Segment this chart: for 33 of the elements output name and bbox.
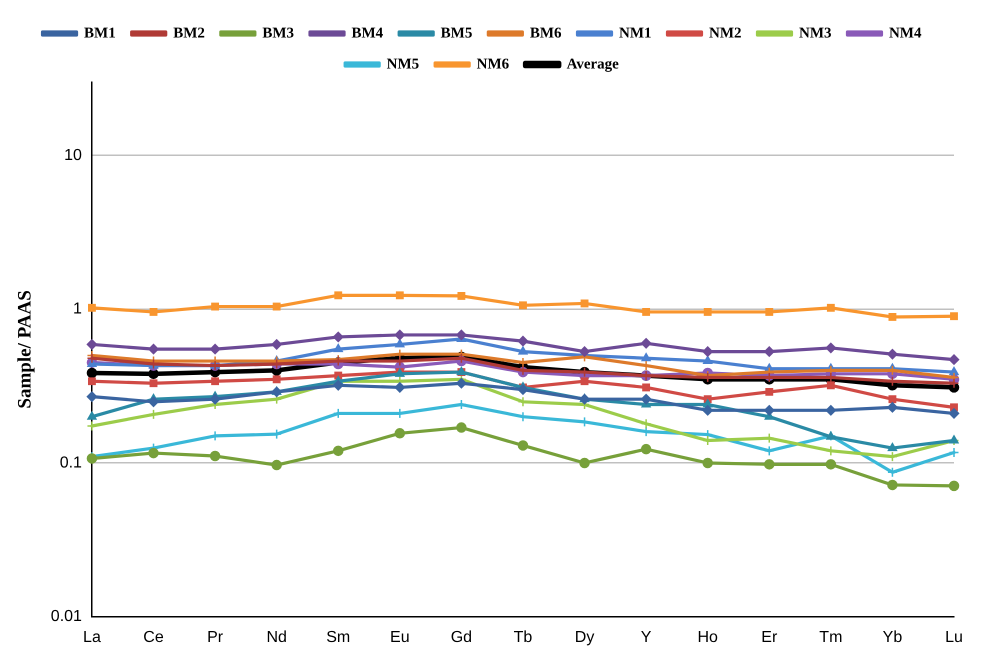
legend-label: Average: [566, 56, 620, 72]
x-tick-label: Lu: [945, 628, 963, 646]
y-axis-title: Sample/ PAAS: [14, 290, 36, 409]
legend-label: BM5: [440, 25, 472, 42]
x-tick-label: Ce: [143, 628, 164, 646]
x-tick-label: Tm: [819, 628, 842, 646]
x-tick-label: Yb: [882, 628, 902, 646]
y-tick-label: 1: [73, 300, 82, 318]
legend-label: BM6: [530, 25, 562, 42]
legend-label: BM1: [84, 25, 116, 42]
x-tick-label: Ho: [697, 628, 718, 646]
x-tick-label: Eu: [390, 628, 410, 646]
legend-label: NM1: [619, 25, 652, 42]
x-tick-label: Sm: [326, 628, 350, 646]
x-tick-label: Y: [640, 628, 652, 646]
x-tick-label: La: [83, 628, 101, 646]
x-tick-label: Nd: [266, 628, 287, 646]
legend-label: NM2: [709, 25, 742, 42]
legend-label: BM2: [173, 25, 205, 42]
legend-label: BM3: [262, 25, 294, 42]
x-tick-label: Gd: [450, 628, 472, 646]
x-tick-label: Er: [761, 628, 778, 646]
legend-label: NM3: [798, 25, 832, 42]
legend-label: NM6: [476, 56, 510, 72]
x-tick-label: Dy: [574, 628, 594, 646]
y-tick-label: 0.01: [50, 608, 82, 626]
legend-label: BM4: [352, 25, 384, 42]
legend-label: NM4: [888, 25, 922, 42]
x-tick-label: Tb: [514, 628, 532, 646]
y-tick-label: 0.1: [60, 454, 82, 472]
y-tick-label: 10: [64, 146, 82, 164]
x-tick-label: Pr: [207, 628, 224, 646]
legend-label: NM5: [386, 56, 420, 72]
